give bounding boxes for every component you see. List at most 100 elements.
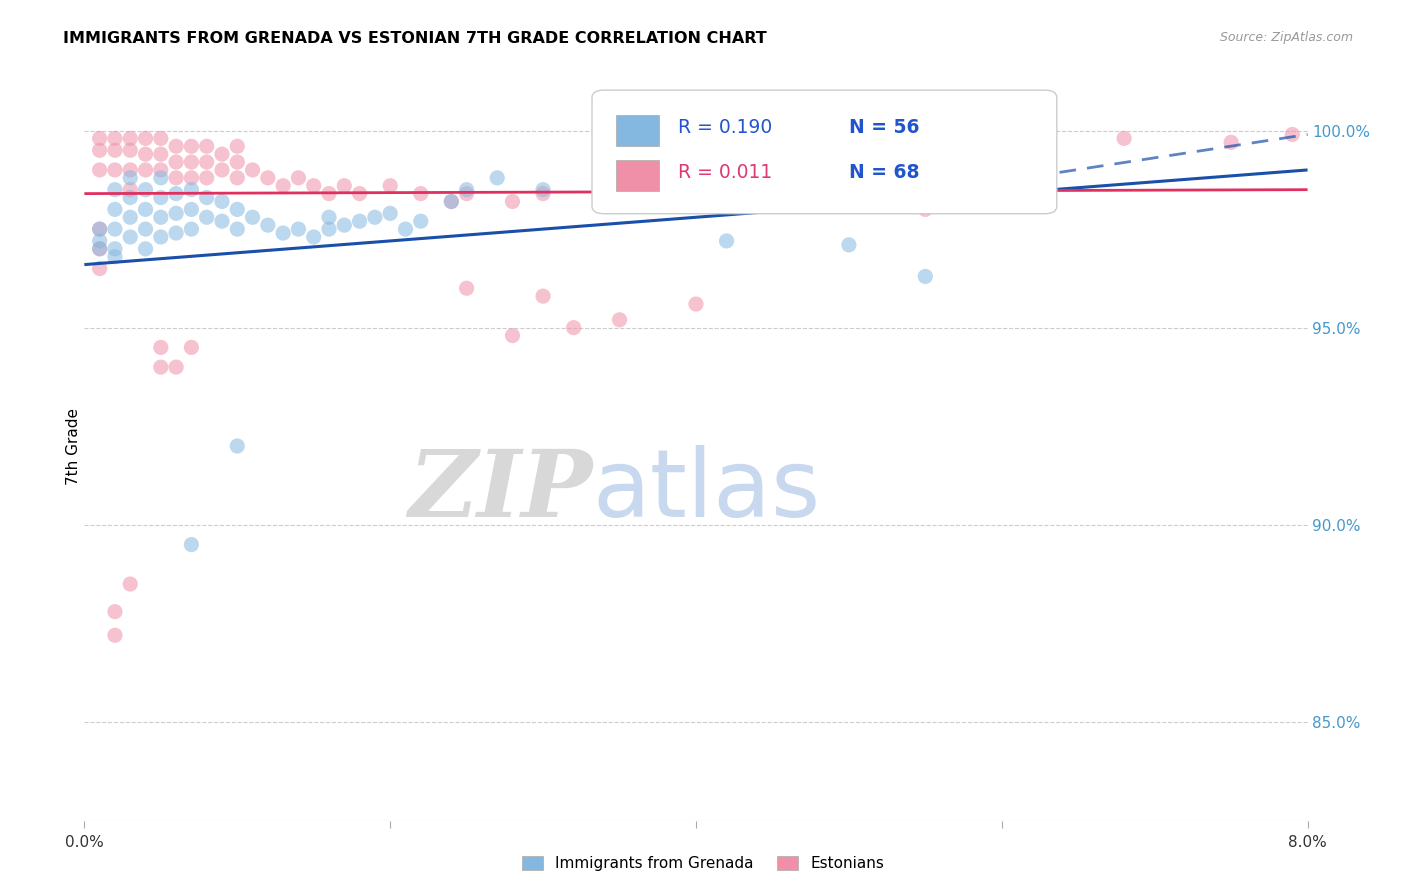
Point [838,238,860,252]
Point [226,155,249,169]
Point [226,439,249,453]
Point [165,360,187,375]
Point [165,206,187,220]
Text: Source: ZipAtlas.com: Source: ZipAtlas.com [1219,31,1353,45]
Point [104,143,127,157]
Point [120,163,142,178]
Point [302,230,325,244]
Point [120,577,142,591]
Point [531,186,554,201]
Point [685,297,707,311]
Point [149,147,172,161]
Point [89,234,111,248]
Point [226,222,249,236]
Point [180,340,202,354]
Point [287,222,309,236]
Point [135,222,157,236]
Point [195,155,218,169]
FancyBboxPatch shape [616,160,659,191]
Point [89,261,111,276]
Point [333,218,356,232]
Point [104,183,127,197]
Point [195,211,218,225]
Point [165,155,187,169]
Point [685,190,707,204]
Point [149,360,172,375]
Point [409,186,432,201]
Text: IMMIGRANTS FROM GRENADA VS ESTONIAN 7TH GRADE CORRELATION CHART: IMMIGRANTS FROM GRENADA VS ESTONIAN 7TH … [63,31,768,46]
Point [271,178,294,193]
Point [135,147,157,161]
Point [165,170,187,185]
Point [195,139,218,153]
Point [486,170,509,185]
Point [104,605,127,619]
Point [364,211,387,225]
Point [120,183,142,197]
Point [531,183,554,197]
Point [211,163,233,178]
Text: R = 0.011: R = 0.011 [678,163,772,182]
Point [89,143,111,157]
Point [502,194,524,209]
Point [135,163,157,178]
Point [149,230,172,244]
Point [502,328,524,343]
Point [242,211,264,225]
Point [302,178,325,193]
Point [149,163,172,178]
Point [104,202,127,217]
Point [211,194,233,209]
Point [380,206,402,220]
Y-axis label: 7th Grade: 7th Grade [66,408,80,484]
Point [104,131,127,145]
Point [242,163,264,178]
Point [165,226,187,240]
Text: ZIP: ZIP [408,446,592,536]
Point [89,131,111,145]
Point [562,320,585,334]
Point [531,289,554,303]
Point [318,211,340,225]
Point [135,242,157,256]
FancyBboxPatch shape [592,90,1057,214]
Point [165,186,187,201]
Point [149,211,172,225]
Point [195,170,218,185]
Point [180,222,202,236]
Point [104,250,127,264]
Text: N = 56: N = 56 [849,118,920,137]
Point [271,226,294,240]
Point [89,222,111,236]
Legend: Immigrants from Grenada, Estonians: Immigrants from Grenada, Estonians [516,849,890,877]
Point [1281,128,1303,142]
Point [165,139,187,153]
Point [991,194,1014,209]
Point [226,170,249,185]
Point [89,163,111,178]
Point [149,340,172,354]
Point [195,190,218,204]
Point [180,183,202,197]
Text: N = 68: N = 68 [849,163,920,182]
Point [380,178,402,193]
Point [456,186,478,201]
Point [440,194,463,209]
Point [257,170,280,185]
Point [349,214,371,228]
Point [456,281,478,295]
Point [149,131,172,145]
Point [226,202,249,217]
Point [609,313,631,327]
Point [149,190,172,204]
Point [120,170,142,185]
Point [104,242,127,256]
Point [149,170,172,185]
Point [226,139,249,153]
Point [104,222,127,236]
Point [1220,136,1243,150]
Point [1114,131,1136,145]
Point [409,214,432,228]
Point [349,186,371,201]
Point [257,218,280,232]
